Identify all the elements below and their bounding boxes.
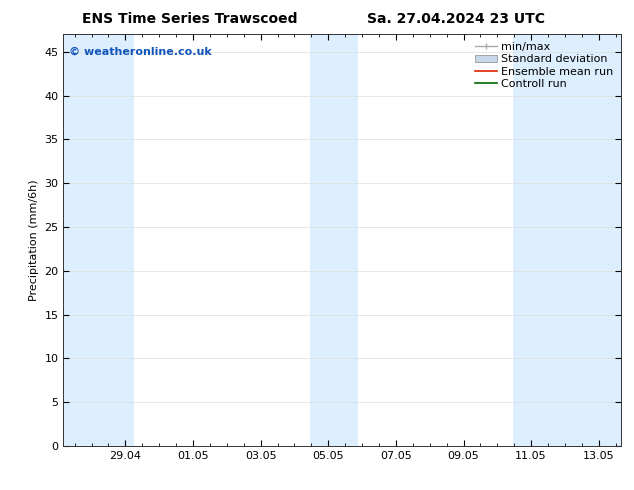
Legend: min/max, Standard deviation, Ensemble mean run, Controll run: min/max, Standard deviation, Ensemble me… bbox=[470, 38, 618, 93]
Text: © weatheronline.co.uk: © weatheronline.co.uk bbox=[69, 47, 212, 57]
Bar bbox=[63, 34, 134, 446]
Text: Sa. 27.04.2024 23 UTC: Sa. 27.04.2024 23 UTC bbox=[368, 12, 545, 26]
Text: ENS Time Series Trawscoed: ENS Time Series Trawscoed bbox=[82, 12, 298, 26]
Bar bbox=[513, 34, 621, 446]
Bar bbox=[310, 34, 358, 446]
Y-axis label: Precipitation (mm/6h): Precipitation (mm/6h) bbox=[29, 179, 39, 301]
